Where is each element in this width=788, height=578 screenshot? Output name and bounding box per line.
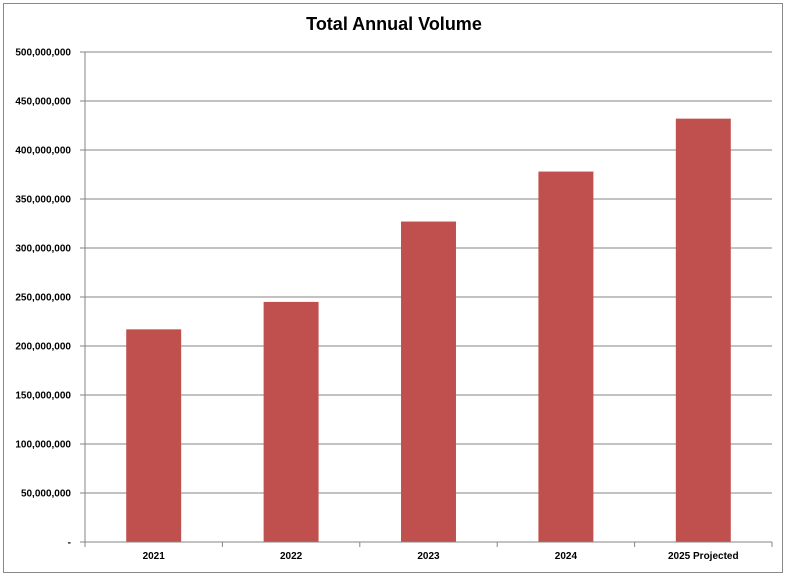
y-tick-label: 150,000,000 (15, 391, 71, 402)
tick-labels: - 50,000,000 100,000,000 150,000,000 200,000… (15, 48, 738, 563)
y-tick-label: 300,000,000 (15, 244, 71, 255)
y-tick-label: 200,000,000 (15, 342, 71, 353)
y-tick-label: 400,000,000 (15, 146, 71, 157)
bar (401, 221, 456, 543)
y-tick-label: 500,000,000 (15, 48, 71, 59)
bar (126, 329, 182, 542)
y-tick-label: 50,000,000 (21, 489, 71, 500)
y-tick-label: - (68, 538, 71, 549)
x-tick-label: 2021 (143, 551, 166, 562)
bar (538, 171, 594, 542)
y-tick-label: 250,000,000 (15, 293, 71, 304)
x-tick-label: 2024 (555, 551, 578, 562)
y-tick-label: 100,000,000 (15, 440, 71, 451)
bar (675, 118, 731, 542)
y-tick-label: 450,000,000 (15, 97, 71, 108)
axes (80, 51, 773, 547)
x-tick-label: 2023 (417, 551, 440, 562)
x-tick-label: 2025 Projected (668, 551, 739, 562)
y-tick-label: 350,000,000 (15, 195, 71, 206)
bar (263, 301, 319, 542)
x-tick-label: 2022 (280, 551, 303, 562)
bars (126, 118, 731, 543)
chart-title: Total Annual Volume (306, 14, 482, 34)
